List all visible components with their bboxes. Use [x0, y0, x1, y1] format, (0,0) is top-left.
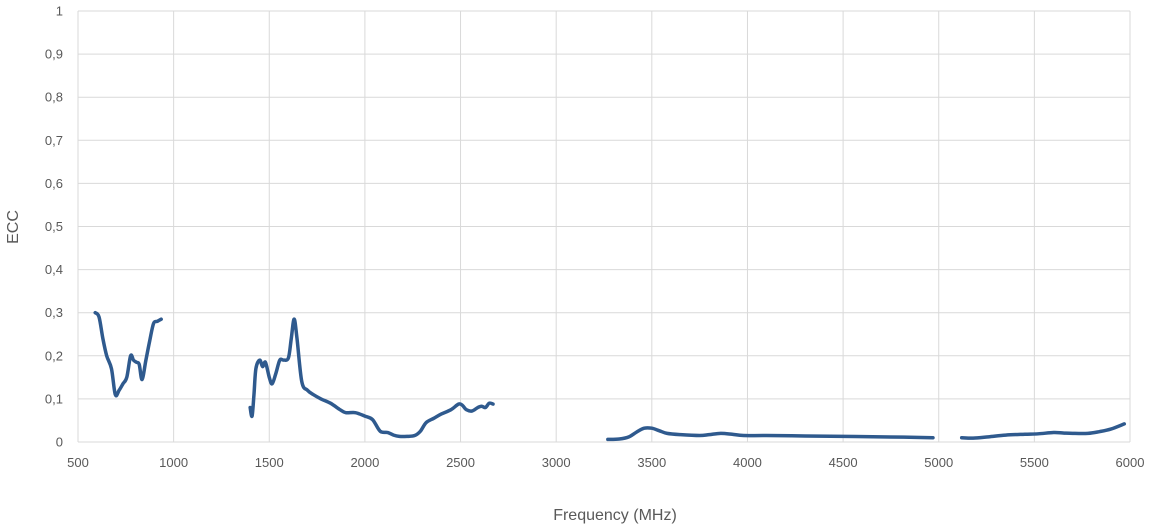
x-tick-label: 5000 [924, 455, 953, 470]
x-tick-label: 500 [67, 455, 89, 470]
ecc-series-line [93, 310, 163, 398]
y-tick-label: 0 [56, 435, 63, 450]
y-tick-labels: 0 0,1 0,2 0,3 0,4 0,5 0,6 0,7 0,8 0,9 1 [45, 4, 63, 450]
y-tick-label: 0,8 [45, 90, 63, 105]
series-layer [93, 310, 1127, 442]
y-tick-label: 0,2 [45, 348, 63, 363]
x-tick-label: 3000 [542, 455, 571, 470]
x-tick-label: 3500 [637, 455, 666, 470]
y-axis-title: ECC [5, 210, 22, 244]
x-tick-labels: 500 1000 1500 2000 2500 3000 3500 4000 4500 5000 5… [67, 455, 1144, 470]
y-tick-label: 1 [56, 4, 63, 19]
ecc-series-line [959, 422, 1127, 440]
ecc-series-line [606, 426, 935, 442]
x-tick-label: 1500 [255, 455, 284, 470]
y-tick-label: 0,4 [45, 262, 63, 277]
y-tick-label: 0,7 [45, 133, 63, 148]
x-tick-label: 2500 [446, 455, 475, 470]
x-tick-label: 5500 [1020, 455, 1049, 470]
ecc-series-line [248, 317, 495, 439]
x-tick-label: 6000 [1116, 455, 1145, 470]
y-tick-label: 0,6 [45, 176, 63, 191]
y-tick-label: 0,1 [45, 391, 63, 406]
gridlines [77, 10, 1131, 443]
x-axis-title: Frequency (MHz) [553, 507, 677, 524]
y-tick-label: 0,3 [45, 305, 63, 320]
x-tick-label: 2000 [350, 455, 379, 470]
y-tick-label: 0,5 [45, 219, 63, 234]
x-tick-label: 1000 [159, 455, 188, 470]
x-tick-label: 4000 [733, 455, 762, 470]
x-tick-label: 4500 [829, 455, 858, 470]
y-tick-label: 0,9 [45, 47, 63, 62]
